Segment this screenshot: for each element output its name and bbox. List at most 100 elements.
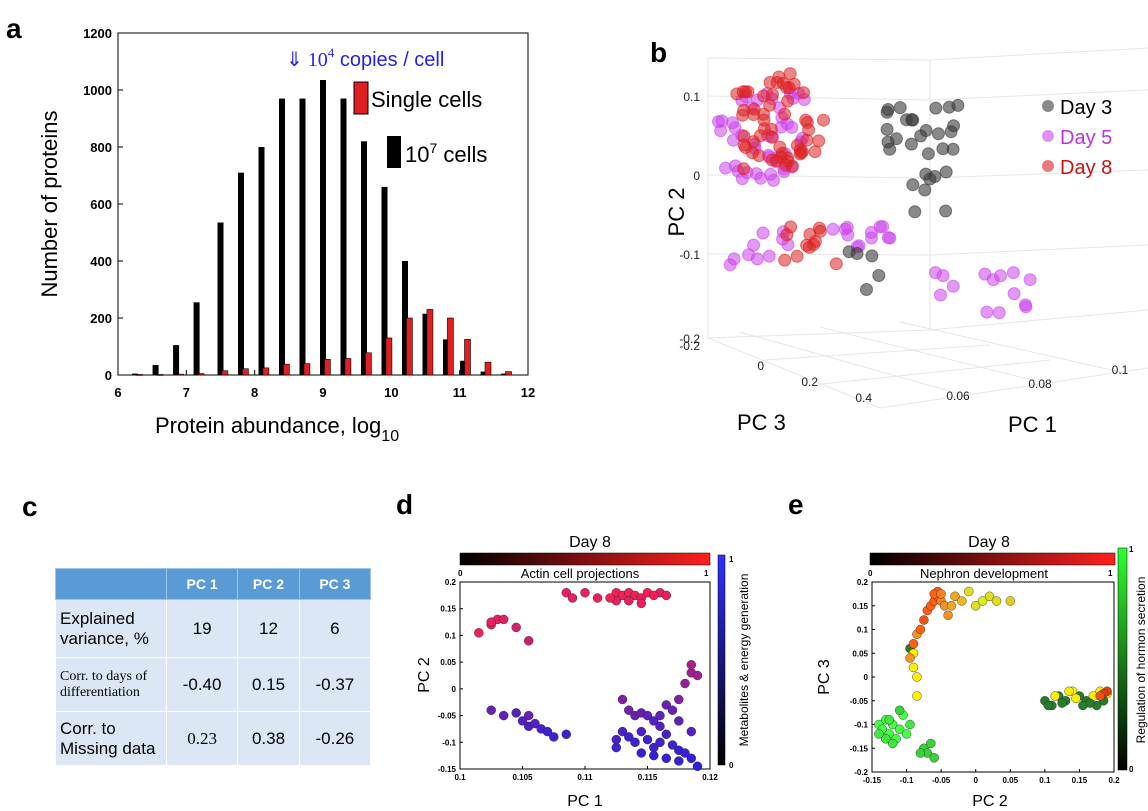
panel-d-point: [605, 593, 615, 603]
panel-d-point: [624, 705, 634, 715]
bar-single-cell: [464, 339, 471, 376]
pca-3d-point: [780, 81, 793, 94]
bar-single-cell: [505, 371, 512, 376]
panel-d-point: [680, 748, 690, 758]
panel-d-point: [567, 593, 578, 603]
pca-3d-ylabel: PC 2: [664, 188, 689, 237]
panel-d-point: [661, 700, 671, 710]
pca-3d-point: [880, 122, 894, 136]
bar-bulk: [480, 371, 487, 375]
table-row: Corr. to Missing data 0.23 0.38 -0.26: [55, 711, 372, 766]
bar-bulk: [299, 98, 306, 376]
panel-e-point: [905, 719, 915, 730]
panel-label-c: c: [22, 491, 38, 522]
panel-e-point: [984, 591, 995, 601]
panel-d-ytick-label: 0: [452, 685, 457, 694]
histogram-xtick-label: 10: [384, 385, 398, 400]
bar-bulk: [152, 365, 159, 375]
panel-e-point: [1050, 691, 1060, 701]
pca-3d-point: [942, 100, 956, 114]
pca-3d-legend-label: Day 5: [1060, 127, 1112, 149]
panel-d-point: [674, 694, 684, 705]
bar-single-cell: [197, 373, 205, 376]
table-cell: -0.26: [298, 711, 372, 766]
bar-bulk: [422, 313, 429, 375]
panel-e-point: [950, 591, 960, 601]
table-row: Corr. to days of differentiation -0.40 0.…: [55, 657, 372, 712]
panel-d-point: [661, 753, 671, 763]
pca-3d-point: [946, 142, 960, 156]
panel-d-title: Day 8: [569, 534, 611, 551]
panel-d-right-colorbar-max: 1: [729, 555, 734, 564]
pca-3d-zlabel: PC 3: [737, 410, 786, 435]
histogram-ytick-label: 1200: [83, 26, 112, 41]
pca-3d-point: [800, 133, 814, 147]
pca-3d-scatter: 0.10-0.1-0.2-0.200.20.4 0.060.080.1 PC 2 …: [664, 47, 1148, 437]
panel-d-point: [686, 726, 696, 737]
bar-bulk: [193, 302, 200, 375]
pca-3d-point: [784, 220, 798, 234]
table-cell: 6: [298, 599, 372, 658]
panel-e-right-colorbar-label: Regulation of hormon secretion: [1134, 577, 1148, 744]
bar-single-cell: [365, 352, 372, 376]
panel-d-point: [617, 726, 628, 737]
panel-d-top-colorbar-min: 0: [458, 569, 463, 578]
histogram-xtick-label: 8: [251, 385, 258, 400]
panel-d-right-colorbar-label: Metabolites & energy generation: [737, 574, 751, 747]
panel-e-xtick-label: 0.2: [1108, 776, 1120, 785]
panel-d-ytick-label: 0.1: [445, 631, 457, 640]
panel-e-point: [943, 610, 953, 620]
pca-3d-point: [929, 101, 943, 115]
pca-3d-point: [790, 249, 804, 263]
panel-d-ytick-label: 0.05: [440, 658, 456, 667]
pca-3d-point: [739, 85, 752, 99]
bar-single-cell: [406, 317, 413, 376]
pca-3d-point: [829, 257, 843, 271]
table-cell: 12: [237, 599, 300, 658]
pca-3d-point: [715, 114, 729, 128]
bar-bulk: [238, 172, 244, 375]
panel-d-point: [511, 708, 521, 718]
bar-single-cell: [156, 374, 164, 376]
pca-3d-point: [860, 283, 873, 296]
pca-3d-point: [865, 249, 879, 263]
pca-3d-point: [1006, 266, 1020, 280]
pca-3d-point: [749, 167, 763, 181]
pca-3d-point: [723, 258, 737, 272]
panel-e-point: [1005, 596, 1015, 606]
pca-3d-point: [947, 119, 961, 133]
legend-bulk-swatch: [387, 136, 401, 168]
pca-3d-point: [905, 113, 919, 126]
panel-e-point: [936, 589, 946, 599]
panel-e-point: [1095, 691, 1105, 701]
panel-d-point: [661, 729, 671, 739]
panel-d-point: [692, 670, 703, 681]
panel-d-ylabel: PC 2: [416, 657, 433, 693]
pca-3d-point: [842, 245, 856, 259]
panel-label-b: b: [650, 37, 667, 68]
pca-3d-point: [918, 183, 932, 197]
bar-single-cell: [344, 358, 352, 376]
pc1-tick-label: 0.08: [1028, 377, 1052, 391]
panel-d-point: [655, 710, 665, 721]
histogram-xtick-label: 7: [183, 385, 190, 400]
bar-bulk: [173, 345, 180, 375]
panel-d-point: [549, 732, 559, 742]
panel-d-point: [530, 718, 540, 729]
pca-3d-point: [747, 238, 761, 252]
panel-d-point: [592, 593, 603, 603]
panel-d-point: [617, 694, 628, 705]
panel-e-right-colorbar-min: 0: [1129, 765, 1134, 774]
panel-d-point: [642, 710, 653, 721]
pca-3d-point: [762, 249, 776, 263]
panel-d-point: [642, 734, 653, 745]
panel-e-point: [888, 738, 898, 749]
pca-3d-point: [908, 205, 922, 219]
panel-d-point: [661, 590, 671, 601]
pca-3d-legend-marker: [1042, 100, 1054, 112]
pca-3d-point: [1023, 273, 1037, 287]
panel-e-point: [926, 738, 936, 749]
pca-3d-point: [994, 269, 1007, 283]
pca-3d-point: [923, 172, 937, 186]
panel-d-top-colorbar-label: Actin cell projections: [521, 566, 640, 581]
